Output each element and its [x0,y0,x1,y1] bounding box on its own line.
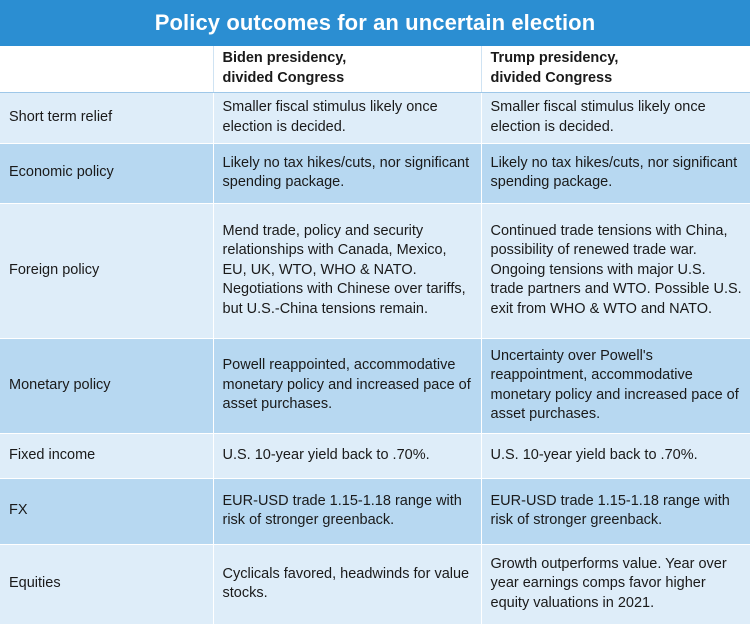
table-row: Fixed income U.S. 10-year yield back to … [0,433,750,479]
trump-cell: EUR-USD trade 1.15-1.18 range with risk … [481,478,750,545]
trump-cell: Continued trade tensions with China, pos… [481,203,750,339]
trump-cell: Smaller fiscal stimulus likely once elec… [481,92,750,144]
policy-outcomes-table: Biden presidency, divided Congress Trump… [0,46,750,625]
biden-cell: Cyclicals favored, headwinds for value s… [213,544,482,625]
biden-cell: EUR-USD trade 1.15-1.18 range with risk … [213,478,482,545]
header-trump-line2: divided Congress [490,69,613,86]
trump-cell: U.S. 10-year yield back to .70%. [481,433,750,479]
row-label: Fixed income [0,433,214,479]
header-biden-line1: Biden presidency, [222,50,347,66]
row-label: FX [0,478,214,545]
table-row: Short term relief Smaller fiscal stimulu… [0,92,750,144]
header-biden: Biden presidency, divided Congress [213,46,482,93]
biden-cell: Likely no tax hikes/cuts, nor significan… [213,143,482,204]
biden-cell: Mend trade, policy and security relation… [213,203,482,339]
table-row: Equities Cyclicals favored, headwinds fo… [0,544,750,625]
biden-cell: U.S. 10-year yield back to .70%. [213,433,482,479]
row-label: Equities [0,544,214,625]
header-blank [0,46,214,93]
header-trump: Trump presidency, divided Congress [481,46,750,93]
row-label: Economic policy [0,143,214,204]
table-title: Policy outcomes for an uncertain electio… [0,0,750,46]
header-biden-line2: divided Congress [222,69,345,86]
trump-cell: Growth outperforms value. Year over year… [481,544,750,625]
table-row: Monetary policy Powell reappointed, acco… [0,338,750,434]
header-trump-line1: Trump presidency, [490,50,619,66]
table-row: FX EUR-USD trade 1.15-1.18 range with ri… [0,478,750,545]
table-row: Foreign policy Mend trade, policy and se… [0,203,750,339]
table-row: Economic policy Likely no tax hikes/cuts… [0,143,750,204]
row-label: Foreign policy [0,203,214,339]
trump-cell: Uncertainty over Powell's reappointment,… [481,338,750,434]
trump-cell: Likely no tax hikes/cuts, nor significan… [481,143,750,204]
biden-cell: Powell reappointed, accommodative moneta… [213,338,482,434]
row-label: Monetary policy [0,338,214,434]
biden-cell: Smaller fiscal stimulus likely once elec… [213,92,482,144]
header-row: Biden presidency, divided Congress Trump… [0,46,750,93]
row-label: Short term relief [0,92,214,144]
